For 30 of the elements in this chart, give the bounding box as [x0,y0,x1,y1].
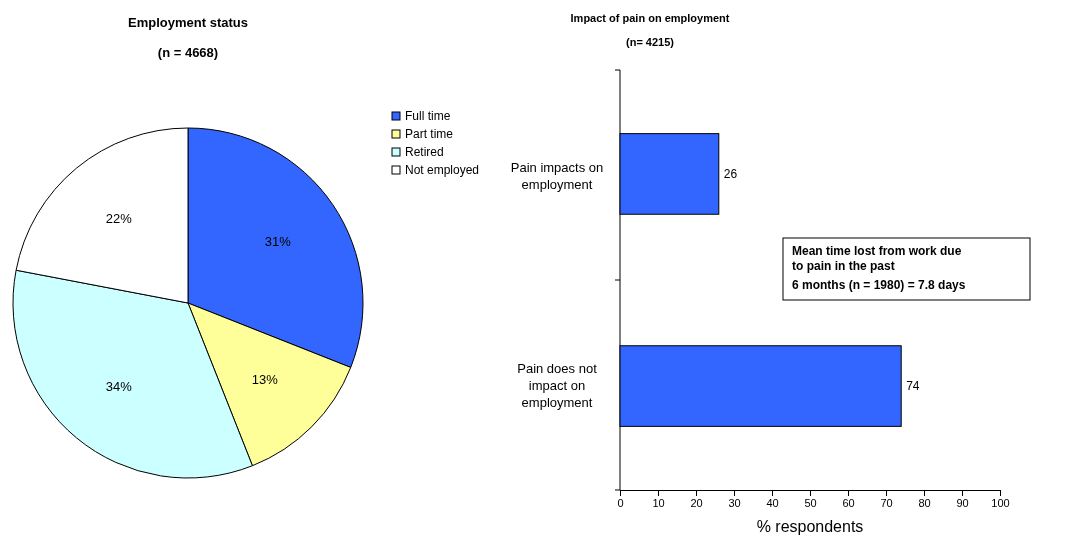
x-tick-label: 60 [842,496,855,509]
x-tick-label: 0 [617,496,624,509]
y-tick-label: Pain does not impact on employment [517,361,598,410]
chart-title: Employment status [128,15,248,30]
x-tick-label: 40 [766,496,779,509]
x-tick-label: 90 [956,496,969,509]
legend-label: Not employed [405,163,480,177]
data-label: 74 [906,379,920,394]
legend-label: Part time [405,127,454,141]
legend-label: Retired [405,145,444,159]
x-tick-label: 20 [690,496,703,509]
x-axis-title: % respondents [756,518,864,535]
x-tick-label: 50 [804,496,817,509]
x-tick-label: 100 [991,496,1010,509]
x-tick-label: 80 [918,496,931,509]
legend-label: Full time [405,109,451,123]
chart-subtitle: (n = 4668) [157,45,219,60]
x-tick-label: 30 [728,496,741,509]
data-label: 22% [105,211,133,227]
data-label: 31% [264,234,292,250]
annotation: Mean time lost from work due to pain in the past 6 months (n = 1980) = 7.8 days [792,244,966,292]
data-label: 34% [105,378,133,394]
chart-title: Impact of pain on employment [570,12,730,24]
data-label: 13% [251,371,279,387]
chart-subtitle: (n= 4215) [626,36,675,48]
data-label: 26 [723,166,738,181]
y-tick-label: Pain impacts on employment [510,159,604,192]
note-box: Mean time lost from work due to pain in the past 6 months (n = 1980) = 7.8 days [782,237,1031,301]
x-tick-label: 70 [880,496,893,509]
x-tick-label: 10 [652,496,665,509]
